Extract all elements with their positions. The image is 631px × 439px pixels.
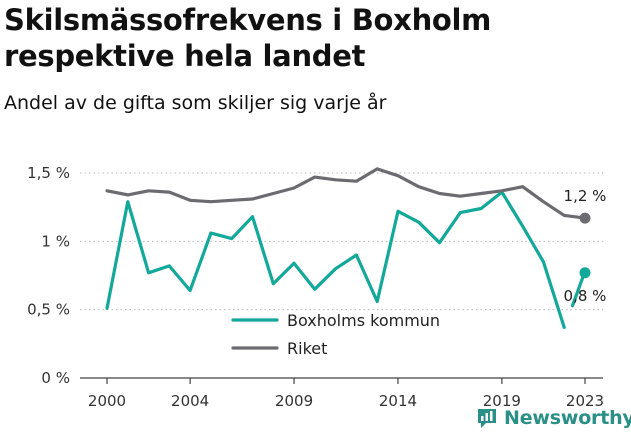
riket-line	[105, 167, 587, 220]
boxholms-kommun-tail	[570, 275, 585, 308]
y-tick-label: 1,5 %	[27, 164, 70, 182]
x-tick-label: 2019	[483, 392, 521, 410]
newsworthy-icon	[478, 409, 496, 428]
y-tick-label: 0 %	[41, 369, 70, 387]
legend-label: Riket	[287, 339, 327, 358]
chart-subtitle: Andel av de gifta som skiljer sig varje …	[4, 92, 387, 114]
x-tick-label: 2009	[275, 392, 313, 410]
newsworthy-logo: Newsworthy	[476, 407, 631, 429]
series-lines	[105, 167, 591, 329]
brand-name: Newsworthy	[504, 407, 631, 429]
x-tick-label: 2004	[171, 392, 209, 410]
chart-title: Skilsmässofrekvens i Boxholm respektive …	[4, 3, 492, 73]
x-tick-label: 2014	[379, 392, 417, 410]
x-tick-label: 2000	[88, 392, 126, 410]
end-value-label: 0,8 %	[564, 287, 607, 305]
end-point-marker	[579, 212, 591, 224]
end-value-label: 1,2 %	[564, 187, 607, 205]
axes: 0 % 0,5 % 1 % 1,5 % 2000 2004 2009 2014 2019 2023	[27, 164, 604, 410]
boxholms-kommun-line	[105, 190, 566, 329]
end-point-marker	[579, 267, 591, 279]
y-tick-label: 1 %	[41, 232, 70, 250]
legend: Boxholms kommun Riket	[231, 311, 440, 358]
y-tick-label: 0,5 %	[27, 301, 70, 319]
x-tick-label: 2023	[566, 392, 604, 410]
grid-lines	[80, 172, 603, 311]
end-labels: 0,8 % 1,2 %	[564, 187, 607, 305]
legend-label: Boxholms kommun	[287, 311, 440, 330]
